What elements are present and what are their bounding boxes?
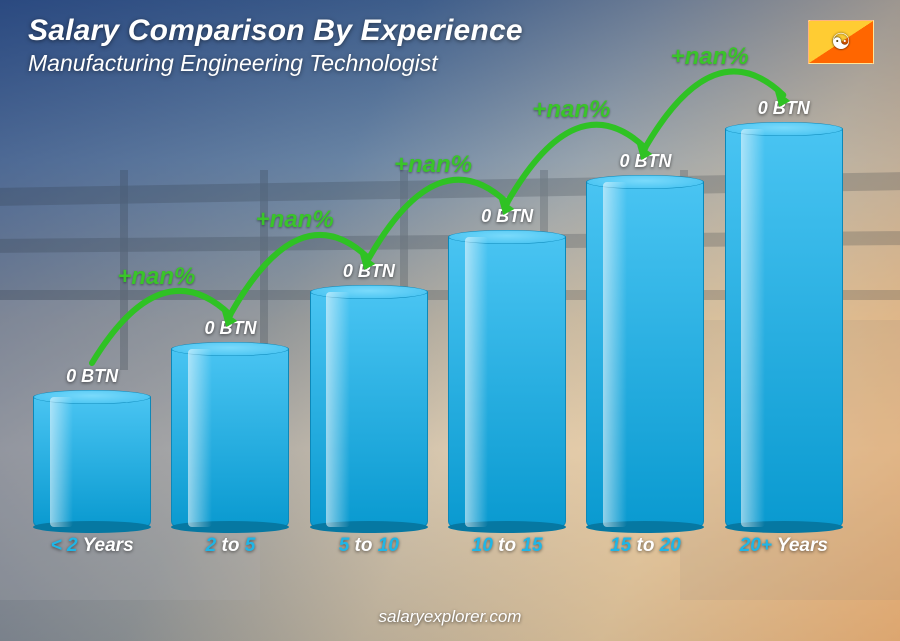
x-axis-label: 5 to 10 — [305, 535, 433, 563]
x-accent: 5 — [245, 535, 256, 556]
x-axis-label: < 2 Years — [28, 535, 156, 563]
bar-slot: 0 BTN — [166, 318, 294, 527]
growth-delta-label: +nan% — [671, 43, 749, 71]
x-plain: to — [349, 535, 378, 556]
page-title: Salary Comparison By Experience — [28, 14, 523, 48]
x-accent: 10 — [472, 535, 493, 556]
bar — [171, 349, 289, 527]
bar-slot: 0 BTN — [443, 206, 571, 527]
bar-slot: 0 BTN — [581, 151, 709, 527]
x-axis-labels: < 2 Years2 to 55 to 1010 to 1515 to 2020… — [28, 535, 848, 563]
x-plain: Years — [772, 535, 828, 556]
x-plain: to — [216, 535, 245, 556]
bar — [586, 182, 704, 527]
header: Salary Comparison By Experience Manufact… — [28, 14, 523, 77]
country-flag-bhutan: ☯ — [808, 20, 874, 64]
bar-slot: 0 BTN — [28, 366, 156, 527]
x-accent: 20 — [660, 535, 681, 556]
x-accent: < 2 — [51, 535, 78, 556]
x-plain: Years — [78, 535, 134, 556]
x-accent: 15 — [521, 535, 542, 556]
x-accent: 10 — [378, 535, 399, 556]
dragon-icon: ☯ — [831, 31, 851, 53]
bar-slot: 0 BTN — [305, 261, 433, 527]
bar-value-label: 0 BTN — [66, 366, 118, 387]
x-accent: 20+ — [740, 535, 772, 556]
x-axis-label: 15 to 20 — [581, 535, 709, 563]
bar-value-label: 0 BTN — [204, 318, 256, 339]
bar — [310, 292, 428, 527]
x-axis-label: 10 to 15 — [443, 535, 571, 563]
bar-value-label: 0 BTN — [619, 151, 671, 172]
x-plain: to — [493, 535, 522, 556]
x-accent: 5 — [339, 535, 350, 556]
bars-row: 0 BTN 0 BTN 0 BTN 0 BTN 0 BTN 0 BTN — [28, 80, 848, 527]
bar-value-label: 0 BTN — [758, 98, 810, 119]
growth-delta-label: +nan% — [394, 151, 472, 179]
x-accent: 15 — [610, 535, 631, 556]
bar-value-label: 0 BTN — [343, 261, 395, 282]
x-accent: 2 — [206, 535, 217, 556]
x-axis-label: 2 to 5 — [166, 535, 294, 563]
growth-delta-label: +nan% — [532, 96, 610, 124]
growth-delta-label: +nan% — [256, 206, 334, 234]
footer-credit: salaryexplorer.com — [0, 607, 900, 627]
bar-slot: 0 BTN — [720, 98, 848, 527]
salary-bar-chart: 0 BTN 0 BTN 0 BTN 0 BTN 0 BTN 0 BTN < 2 Years… — [28, 80, 848, 563]
bar — [725, 129, 843, 527]
bar — [448, 237, 566, 527]
x-axis-label: 20+ Years — [720, 535, 848, 563]
bar-value-label: 0 BTN — [481, 206, 533, 227]
page-subtitle: Manufacturing Engineering Technologist — [28, 50, 523, 77]
x-plain: to — [631, 535, 660, 556]
bar — [33, 397, 151, 527]
growth-delta-label: +nan% — [117, 263, 195, 291]
